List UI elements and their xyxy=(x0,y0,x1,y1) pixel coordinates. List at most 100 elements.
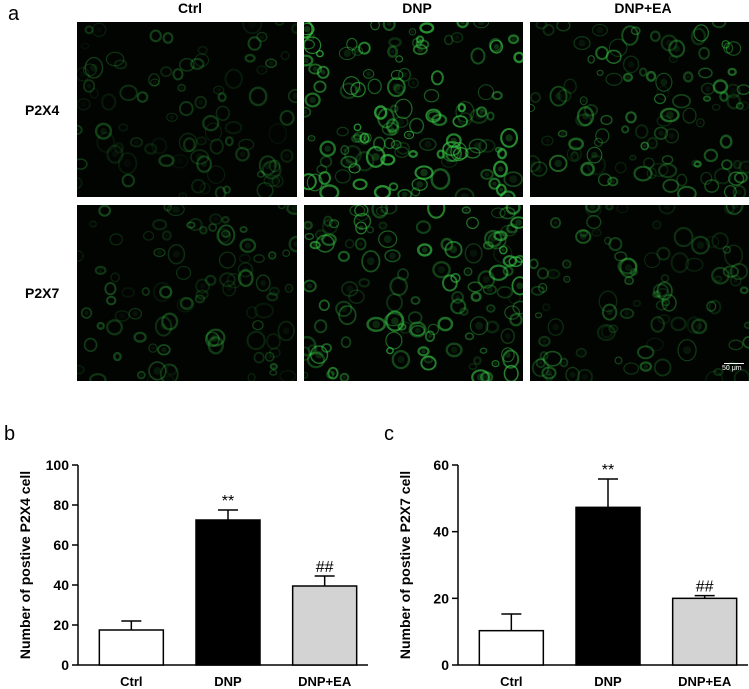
micrograph-texture xyxy=(530,22,749,197)
cell-outline xyxy=(148,361,167,381)
cell-outline xyxy=(598,290,618,313)
cell-outline xyxy=(190,149,210,165)
cell-body xyxy=(417,46,424,53)
cell-body xyxy=(340,305,348,313)
cell-outline xyxy=(388,128,398,136)
cell-outline xyxy=(430,168,451,191)
cell-body xyxy=(304,373,306,377)
panel-c-letter: c xyxy=(384,423,394,445)
cell-outline xyxy=(549,217,562,229)
cell-outline xyxy=(477,84,495,101)
cell-outline xyxy=(237,269,254,288)
cell-outline xyxy=(415,220,431,234)
cell-outline xyxy=(464,243,483,264)
cell-outline xyxy=(690,27,707,46)
cell-outline xyxy=(531,358,550,377)
cell-outline xyxy=(567,146,582,162)
cell-outline xyxy=(493,160,508,178)
cell-outline xyxy=(617,257,638,275)
cell-outline xyxy=(650,316,665,333)
y-axis-label: Number of postive P2X7 cell xyxy=(397,471,413,659)
cell-outline xyxy=(204,274,217,287)
cell-outline xyxy=(563,78,577,94)
cell-outline xyxy=(541,303,551,312)
cell-outline xyxy=(495,183,507,196)
cell-outline xyxy=(535,22,548,30)
cell-outline xyxy=(329,219,340,229)
cell-body xyxy=(571,151,578,158)
cell-outline xyxy=(491,207,506,219)
cell-outline xyxy=(338,305,357,326)
cell-outline xyxy=(565,366,580,381)
x-tick-label: DNP xyxy=(594,674,622,689)
x-tick-label: DNP+EA xyxy=(678,674,732,689)
cell-outline xyxy=(384,137,395,150)
cell-outline xyxy=(150,78,160,87)
bar xyxy=(575,506,641,666)
cell-outline xyxy=(468,363,478,371)
cell-outline xyxy=(408,149,419,158)
cell-body xyxy=(421,247,428,253)
cell-outline xyxy=(366,226,375,234)
cell-outline xyxy=(362,69,375,79)
cell-outline xyxy=(346,37,358,51)
cell-outline xyxy=(77,249,84,263)
cell-outline xyxy=(358,278,371,288)
cell-outline xyxy=(269,362,278,371)
cell-body xyxy=(180,86,184,90)
cell-outline xyxy=(530,155,541,173)
cell-body xyxy=(77,127,80,132)
cell-outline xyxy=(595,128,610,144)
cell-body xyxy=(198,296,202,301)
cell-body xyxy=(80,101,87,108)
x-tick-label: Ctrl xyxy=(120,674,142,689)
cell-outline xyxy=(159,285,173,299)
cell-outline xyxy=(668,39,686,58)
cell-body xyxy=(540,286,545,290)
cell-outline xyxy=(575,113,592,127)
cell-body xyxy=(153,367,162,375)
cell-outline xyxy=(608,324,619,334)
cell-outline xyxy=(176,297,194,313)
cell-body xyxy=(354,86,362,93)
cell-outline xyxy=(659,107,680,123)
cell-outline xyxy=(255,274,271,292)
cell-outline xyxy=(344,239,355,249)
cell-outline xyxy=(507,34,520,45)
cell-outline xyxy=(531,285,545,296)
cell-outline xyxy=(499,206,516,220)
cell-body xyxy=(226,285,232,292)
cell-outline xyxy=(483,229,503,248)
cell-body xyxy=(698,121,703,125)
cell-outline xyxy=(128,307,143,320)
cell-body xyxy=(569,371,576,378)
cell-outline xyxy=(114,309,130,322)
cell-outline xyxy=(178,101,194,117)
cell-outline xyxy=(171,154,189,169)
cell-outline xyxy=(726,361,738,372)
cell-outline xyxy=(179,296,194,311)
cell-outline xyxy=(378,230,398,248)
cell-outline xyxy=(685,257,704,272)
cell-outline xyxy=(154,316,173,337)
cell-body xyxy=(324,145,331,152)
cell-outline xyxy=(668,55,678,63)
cell-outline xyxy=(502,265,514,277)
cell-outline xyxy=(217,224,236,246)
cell-body xyxy=(665,111,674,119)
cell-outline xyxy=(464,147,481,159)
cell-outline xyxy=(304,232,315,241)
cell-outline xyxy=(161,230,172,241)
cell-outline xyxy=(353,212,372,230)
cell-body xyxy=(272,365,276,368)
cell-body xyxy=(610,179,615,184)
cell-outline xyxy=(576,368,593,381)
cell-outline xyxy=(237,261,254,278)
cell-outline xyxy=(655,300,668,311)
cell-outline xyxy=(727,67,737,77)
cell-body xyxy=(627,61,635,68)
cell-outline xyxy=(409,117,425,134)
cell-outline xyxy=(388,182,399,192)
cell-outline xyxy=(304,22,314,39)
cell-outline xyxy=(586,154,607,176)
